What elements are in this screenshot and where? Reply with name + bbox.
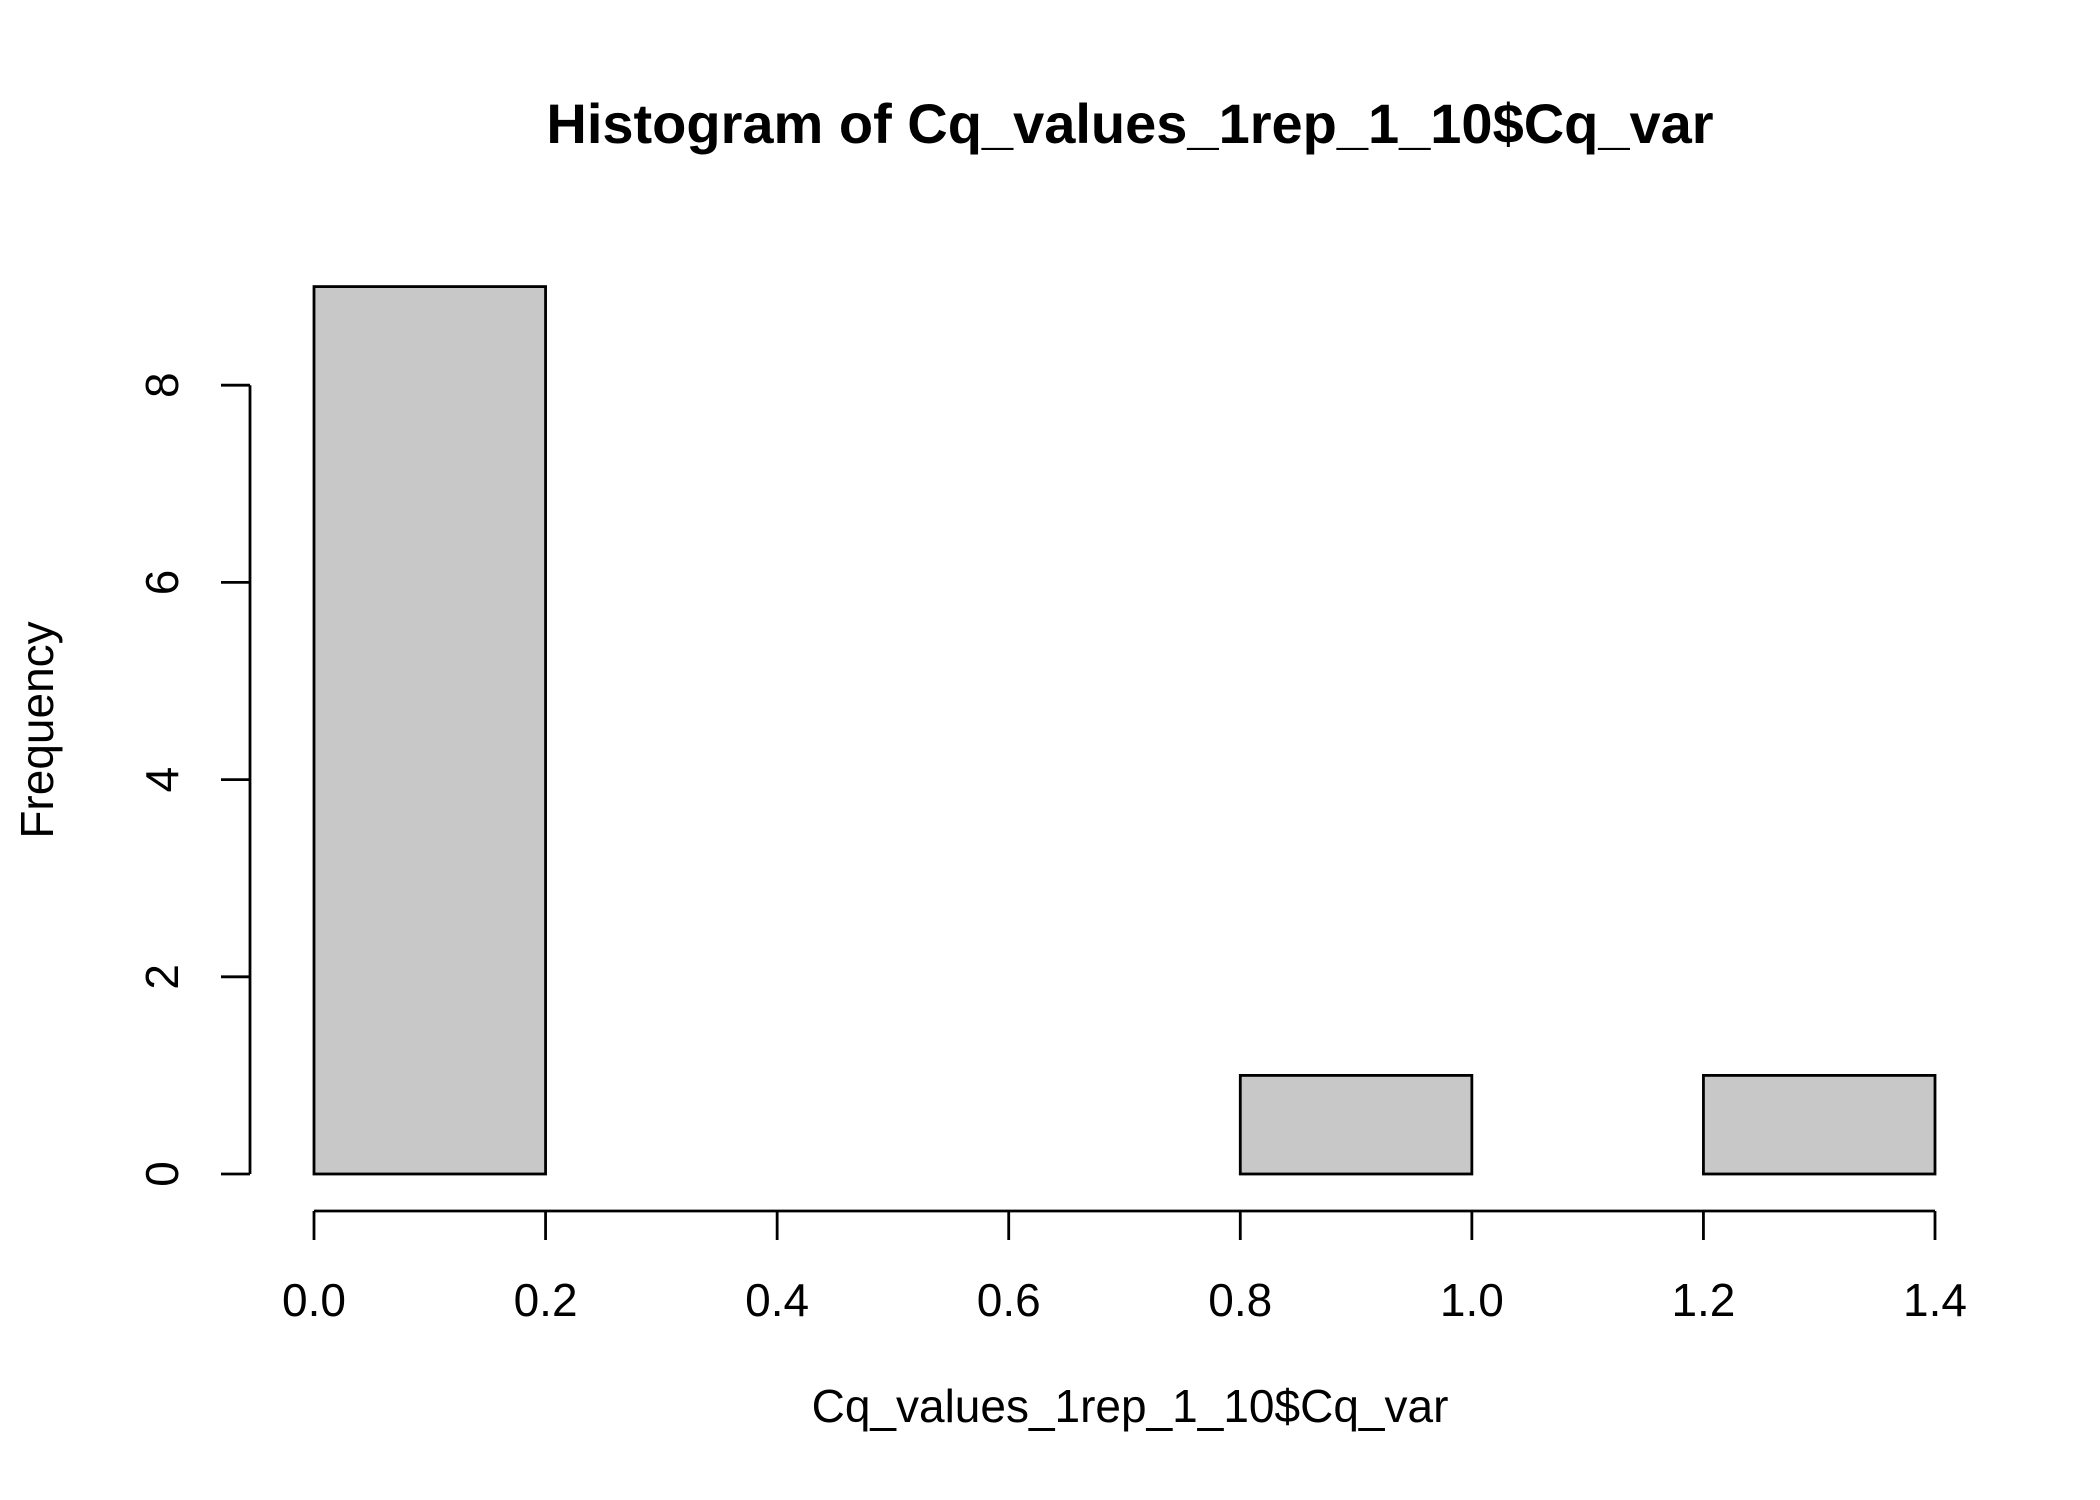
x-tick-label: 0.0 xyxy=(282,1274,346,1326)
x-tick-label: 0.4 xyxy=(745,1274,809,1326)
y-axis-label: Frequency xyxy=(11,621,63,838)
y-tick-label: 8 xyxy=(136,372,188,398)
x-axis-label: Cq_values_1rep_1_10$Cq_var xyxy=(812,1380,1449,1432)
x-tick-label: 0.6 xyxy=(977,1274,1041,1326)
histogram-bar xyxy=(312,285,547,1176)
y-axis: 0 2 4 6 8 xyxy=(136,372,252,1187)
x-tick-label: 1.2 xyxy=(1671,1274,1735,1326)
y-tick-label: 4 xyxy=(136,767,188,793)
y-tick-label: 2 xyxy=(136,964,188,990)
x-tick-label: 1.0 xyxy=(1440,1274,1504,1326)
x-tick-label: 1.4 xyxy=(1903,1274,1967,1326)
y-tick-label: 6 xyxy=(136,570,188,596)
x-tick-label: 0.2 xyxy=(514,1274,578,1326)
chart-title: Histogram of Cq_values_1rep_1_10$Cq_var xyxy=(546,92,1713,155)
y-tick-label: 0 xyxy=(136,1161,188,1187)
x-axis: 0.0 0.2 0.4 0.6 0.8 1.0 1.2 1.4 xyxy=(282,1209,1967,1326)
bars-group xyxy=(312,285,1937,1176)
histogram-bar xyxy=(1702,1074,1937,1176)
x-tick-label: 0.8 xyxy=(1208,1274,1272,1326)
histogram-bar xyxy=(1238,1074,1474,1176)
